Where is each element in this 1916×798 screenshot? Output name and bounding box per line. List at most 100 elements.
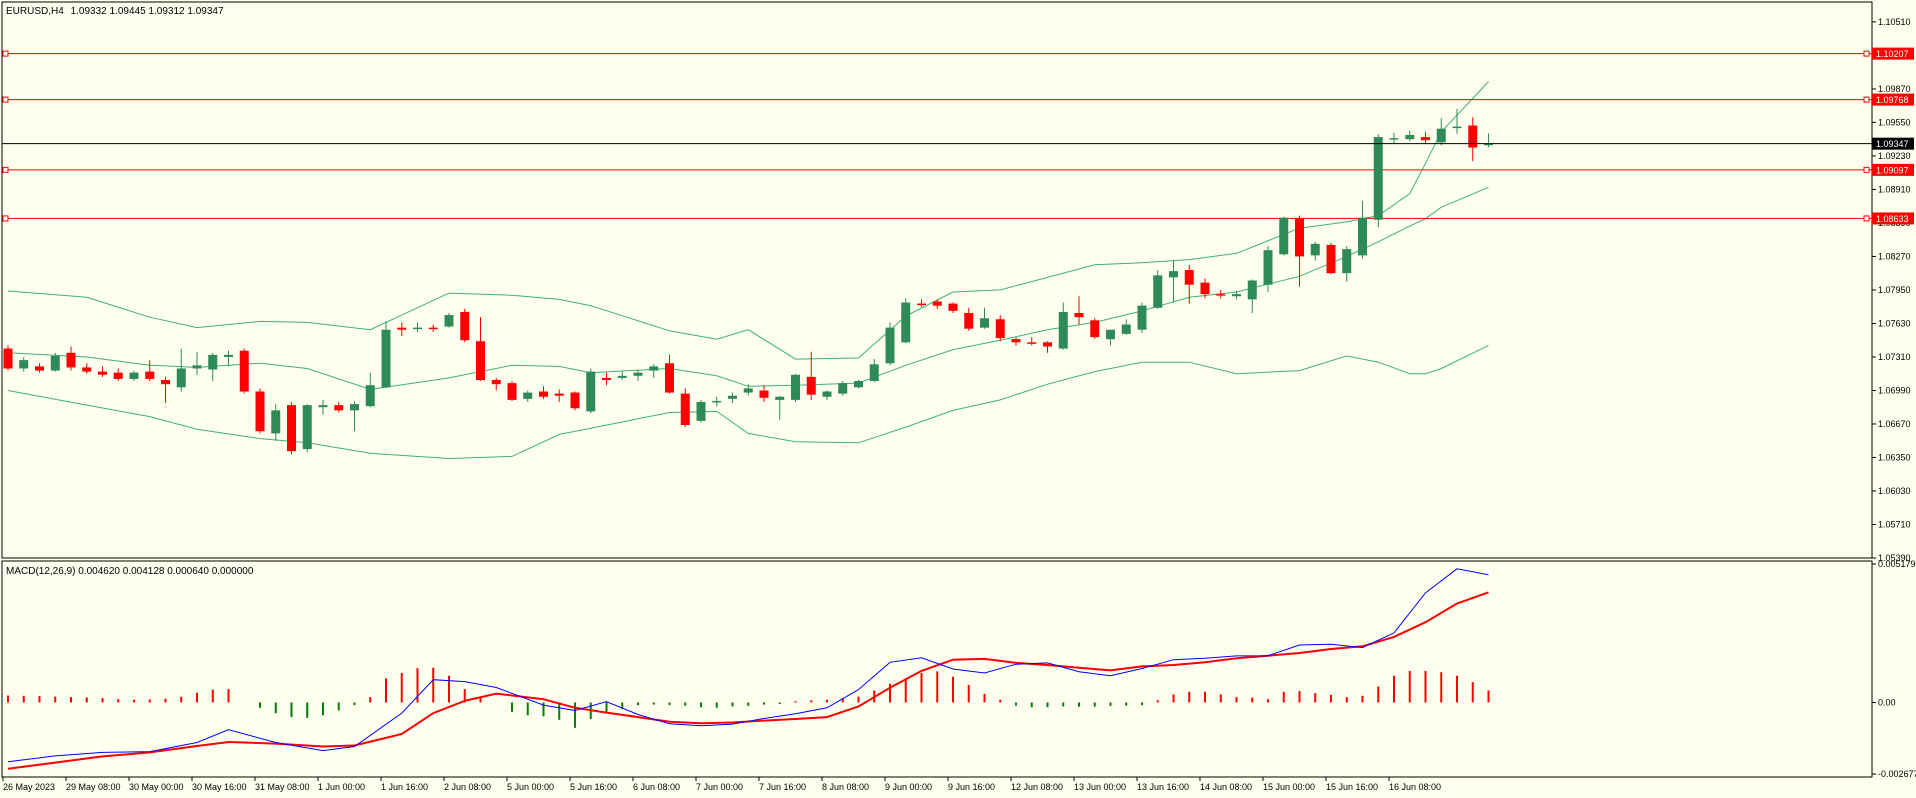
candle-body-bearish [113, 372, 123, 379]
candle-body-bullish [318, 405, 328, 408]
macd-label: MACD(12,26,9) 0.004620 0.004128 0.000640… [6, 566, 254, 577]
candle-body-bearish [1011, 339, 1021, 343]
level-price-label: 1.09768 [1876, 95, 1909, 105]
level-price-label: 1.08633 [1876, 214, 1909, 224]
candle-body-bullish [854, 381, 863, 388]
candle-body-bullish [1452, 126, 1462, 129]
time-tick-label: 15 Jun 16:00 [1326, 782, 1378, 792]
candle-body-bullish [696, 401, 706, 421]
price-tick-label: 1.10510 [1878, 17, 1911, 27]
candle-body-bullish [1279, 217, 1289, 255]
candle-body-bearish [602, 377, 611, 380]
time-tick-label: 7 Jun 16:00 [759, 782, 806, 792]
candle-body-bearish [948, 303, 958, 311]
horizontal-levels[interactable]: 1.10207 1.09768 1.09097 1.08633 [2, 47, 1914, 225]
candle-body-bullish [192, 365, 202, 369]
current-price-line: 1.09347 [2, 137, 1914, 150]
price-tick-label: 1.09230 [1878, 151, 1911, 161]
level-anchor-left [2, 50, 9, 57]
candle-body-bullish [302, 405, 312, 450]
bollinger-upper-line [7, 81, 1489, 360]
candle-body-bullish [1358, 217, 1367, 256]
time-tick-label: 15 Jun 00:00 [1263, 782, 1315, 792]
ohlc-label: 1.09332 1.09445 1.09312 1.09347 [71, 6, 224, 17]
time-tick-label: 8 Jun 08:00 [822, 782, 869, 792]
candle-body-bullish [1106, 329, 1115, 340]
candle-body-bearish [460, 311, 470, 341]
price-tick-label: 1.06030 [1878, 486, 1911, 496]
candle-body-bearish [1027, 342, 1037, 344]
candle-body-bearish [665, 363, 674, 393]
level-price-badge [1872, 93, 1914, 106]
time-tick-label: 16 Jun 08:00 [1389, 782, 1441, 792]
candle-body-bearish [428, 327, 438, 330]
candle-body-bullish [19, 360, 29, 369]
price-tick-label: 1.07310 [1878, 352, 1911, 362]
candle-body-bearish [491, 379, 501, 385]
candle-body-bullish [381, 329, 391, 388]
candle-body-bullish [208, 354, 218, 370]
candle-body-bullish [444, 315, 454, 327]
time-tick-label: 26 May 2023 [3, 782, 55, 792]
candle-body-bullish [617, 375, 627, 378]
time-tick-label: 1 Jun 00:00 [318, 782, 365, 792]
candle-body-bullish [1169, 271, 1178, 278]
macd-main-line [7, 568, 1489, 763]
candle-body-bullish [775, 396, 785, 400]
candle-body-bullish [271, 410, 281, 434]
price-tick-label: 1.06350 [1878, 452, 1911, 462]
candle-body-bullish [365, 385, 375, 407]
candle-body-bearish [1295, 218, 1304, 257]
time-tick-label: 9 Jun 16:00 [948, 782, 995, 792]
macd-axis: 0.005179 0.00 -0.002677 [1872, 559, 1916, 779]
candle-body-bullish [224, 354, 233, 357]
candle-body-bullish [523, 392, 533, 399]
candle-body-bearish [1326, 244, 1336, 274]
symbol-label: EURUSD,H4 [6, 6, 64, 17]
time-tick-label: 13 Jun 16:00 [1137, 782, 1189, 792]
time-tick-label: 31 May 08:00 [255, 782, 310, 792]
candle-body-bearish [1421, 137, 1430, 141]
candle-body-bullish [1405, 134, 1415, 140]
price-tick-label: 1.08270 [1878, 251, 1911, 261]
candle-body-bearish [476, 341, 485, 380]
macd-pane-frame [1, 560, 1873, 778]
time-tick-label: 30 May 00:00 [129, 782, 184, 792]
current-price-badge [1872, 137, 1914, 150]
candle-body-bullish [1389, 138, 1399, 140]
price-tick-label: 1.05390 [1878, 553, 1911, 563]
macd-tick-label: 0.005179 [1878, 559, 1916, 569]
candle-body-bearish [3, 348, 13, 369]
price-pane[interactable]: 1.105101.098701.095501.092301.089101.085… [1, 1, 1914, 563]
candle-body-bearish [82, 367, 92, 372]
time-tick-label: 29 May 08:00 [66, 782, 121, 792]
candle-body-bearish [1200, 282, 1210, 295]
candle-body-bullish [350, 404, 359, 411]
candle-body-bullish [129, 372, 139, 379]
candle-body-bearish [1074, 312, 1084, 318]
candle-body-bullish [869, 364, 879, 382]
price-tick-label: 1.05710 [1878, 519, 1911, 529]
level-anchor-right [1863, 166, 1870, 173]
time-tick-label: 7 Jun 00:00 [696, 782, 743, 792]
price-tick-label: 1.07950 [1878, 285, 1911, 295]
time-tick-label: 6 Jun 08:00 [633, 782, 680, 792]
candle-body-bullish [586, 371, 596, 412]
candlesticks [3, 108, 1493, 455]
macd-tick-label: -0.002677 [1878, 769, 1916, 779]
candle-body-bearish [161, 379, 170, 385]
candle-body-bearish [680, 393, 690, 426]
candle-body-bearish [806, 376, 816, 395]
macd-lines [7, 568, 1489, 770]
macd-pane[interactable]: 0.005179 0.00 -0.002677 MACD(12,26,9) 0.00… [1, 559, 1916, 779]
level-anchor-left [2, 166, 9, 173]
level-anchor-left [2, 215, 9, 222]
candle-body-bullish [980, 318, 989, 328]
candle-body-bullish [712, 400, 722, 403]
price-tick-label: 1.08910 [1878, 184, 1911, 194]
candle-body-bearish [554, 393, 564, 396]
candle-body-bullish [1263, 250, 1273, 285]
candle-body-bullish [901, 302, 911, 343]
candle-body-bullish [649, 366, 659, 371]
